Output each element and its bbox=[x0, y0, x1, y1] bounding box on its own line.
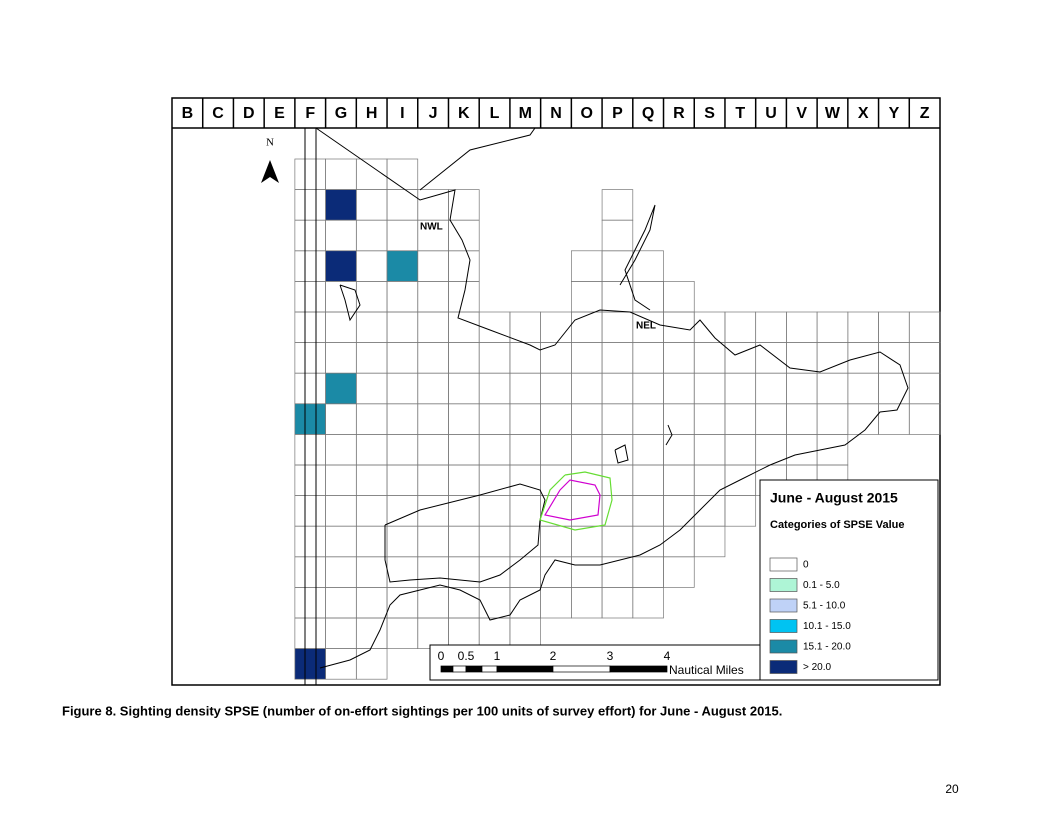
scale-box bbox=[429, 644, 761, 681]
arrow bbox=[261, 160, 279, 183]
column-label: H bbox=[366, 105, 378, 122]
legend-swatch bbox=[769, 639, 798, 654]
legend-swatch bbox=[769, 660, 798, 674]
legend-label: 0.1 - 5.0 bbox=[803, 580, 840, 591]
column-label: C bbox=[212, 105, 224, 122]
legend-swatch bbox=[769, 578, 798, 592]
column-label: T bbox=[735, 105, 745, 122]
grid-cell bbox=[386, 250, 419, 282]
column-label: O bbox=[580, 105, 592, 122]
column-label: E bbox=[274, 105, 285, 122]
column-label: V bbox=[796, 105, 807, 122]
grid-cell bbox=[693, 525, 726, 558]
scale-segment bbox=[496, 665, 554, 673]
scale-segment bbox=[452, 665, 467, 673]
grid-cell bbox=[325, 372, 357, 405]
column-label: Q bbox=[642, 105, 654, 122]
scale-segment bbox=[440, 665, 454, 673]
scale-label: 0.5 bbox=[458, 649, 475, 663]
scale-label: 1 bbox=[494, 649, 501, 663]
column-label: S bbox=[704, 105, 715, 122]
grid-cell bbox=[325, 189, 357, 221]
scale-segment bbox=[552, 665, 611, 673]
column-label: X bbox=[858, 105, 869, 122]
column-label: K bbox=[458, 105, 470, 122]
grid-cell bbox=[355, 648, 388, 680]
scale-segment bbox=[465, 665, 483, 673]
column-label: I bbox=[400, 105, 404, 122]
legend-swatch bbox=[769, 557, 798, 572]
survey-track bbox=[539, 471, 613, 531]
north-arrow: N bbox=[261, 137, 279, 183]
north-label: N bbox=[266, 137, 274, 149]
scale-label: 4 bbox=[664, 649, 671, 663]
column-label: R bbox=[673, 105, 685, 122]
legend-label: 15.1 - 20.0 bbox=[803, 642, 851, 653]
page-number: 20 bbox=[945, 782, 959, 796]
column-label: W bbox=[825, 105, 841, 122]
scale-label: 0 bbox=[438, 649, 445, 663]
legend-label: 10.1 - 15.0 bbox=[803, 621, 851, 632]
scale-label: 2 bbox=[550, 649, 557, 663]
column-label: J bbox=[429, 105, 438, 122]
scale-segment bbox=[609, 665, 668, 673]
column-label: D bbox=[243, 105, 255, 122]
scale-label: 3 bbox=[607, 649, 614, 663]
column-label: L bbox=[490, 105, 500, 122]
column-label: M bbox=[519, 105, 532, 122]
legend-label: 5.1 - 10.0 bbox=[803, 601, 846, 612]
legend: June - August 2015 Categories of SPSE Va… bbox=[759, 479, 939, 681]
column-label: P bbox=[612, 105, 623, 122]
column-label: F bbox=[305, 105, 315, 122]
column-label: Y bbox=[889, 105, 900, 122]
column-label: N bbox=[550, 105, 562, 122]
legend-swatch bbox=[769, 598, 798, 613]
grid-cell bbox=[908, 403, 941, 435]
scale-unit: Nautical Miles bbox=[669, 663, 744, 677]
grid bbox=[294, 158, 941, 680]
column-label: B bbox=[182, 105, 194, 122]
caption: Figure 8. Sighting density SPSE (number … bbox=[62, 703, 782, 718]
grid-cell bbox=[294, 648, 326, 680]
place-label: NEL bbox=[636, 321, 656, 332]
scale-segment bbox=[481, 665, 498, 673]
grid-cell bbox=[325, 250, 357, 282]
legend-swatch bbox=[769, 619, 798, 633]
legend-subtitle: Categories of SPSE Value bbox=[770, 519, 905, 531]
grid-cell bbox=[663, 556, 695, 588]
grid-cell bbox=[724, 495, 757, 527]
legend-title: June - August 2015 bbox=[770, 490, 898, 506]
coastline bbox=[304, 127, 909, 685]
legend-label: 0 bbox=[803, 560, 809, 571]
column-label: G bbox=[335, 105, 347, 122]
legend-items: 0 0.1 - 5.0 5.1 - 10.0 10.1 - 15.0 15.1 - 20… bbox=[769, 557, 851, 674]
grid-cell bbox=[632, 587, 664, 619]
legend-label: > 20.0 bbox=[803, 662, 832, 673]
column-label: U bbox=[765, 105, 777, 122]
column-label: Z bbox=[920, 105, 930, 122]
grid-cell bbox=[294, 403, 326, 435]
place-label: NWL bbox=[420, 222, 443, 233]
